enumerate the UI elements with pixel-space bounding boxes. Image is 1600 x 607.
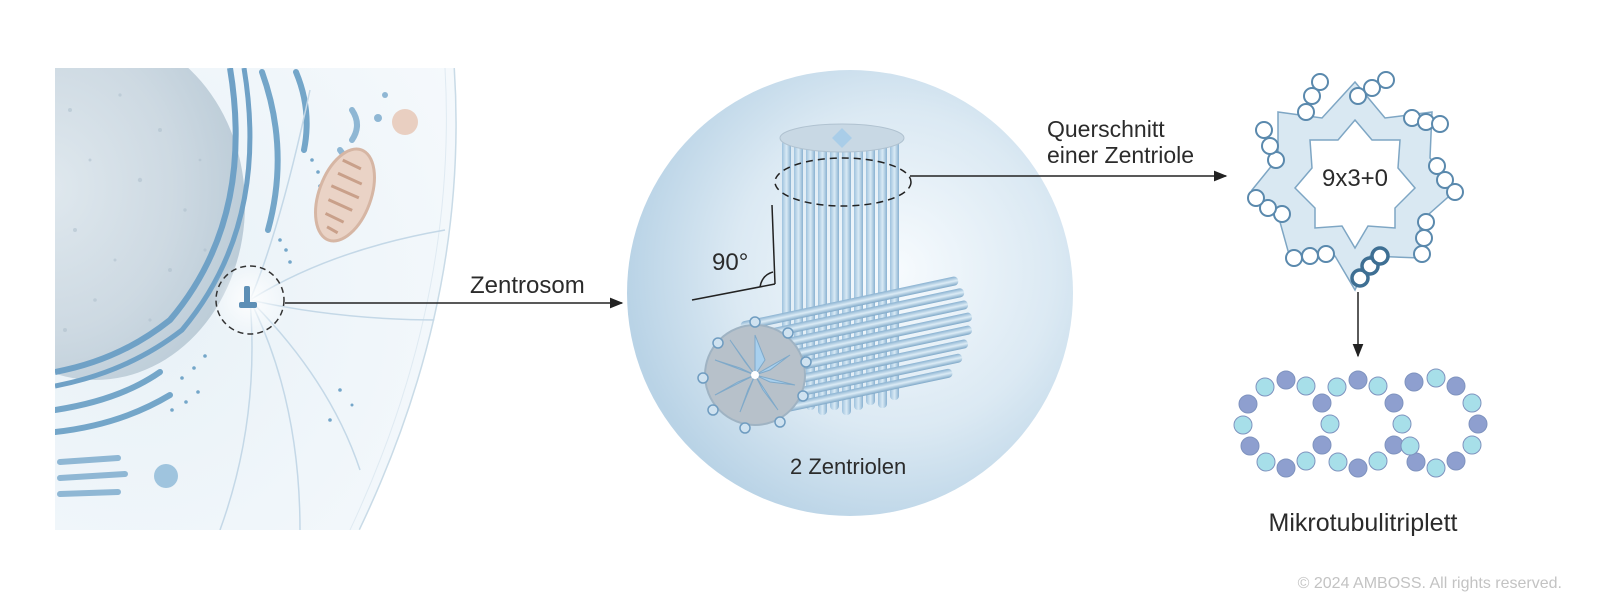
centriole-pair-icon: 90° 2 Zentriolen	[627, 70, 1073, 516]
nucleus	[55, 68, 253, 389]
querschnitt-label-line2: einer Zentriole	[1047, 142, 1194, 168]
centrosome-icon	[210, 260, 290, 340]
formula-label: 9x3+0	[1322, 165, 1388, 192]
querschnitt-label-line1: Querschnitt	[1047, 116, 1165, 142]
mitochondrion-icon	[314, 147, 376, 243]
angle-label: 90°	[712, 249, 748, 276]
zentrosom-label: Zentrosom	[470, 272, 585, 299]
vesicle	[154, 464, 178, 488]
mikrotubuli-label: Mikrotubulitriplett	[1269, 509, 1458, 537]
horizontal-centriole	[697, 276, 972, 434]
zentriolen-label: 2 Zentriolen	[790, 454, 906, 479]
centriole-cross-section: 9x3+0	[1247, 71, 1464, 292]
microtubule-triplet	[1233, 368, 1488, 478]
right-angle-marker	[691, 204, 776, 301]
vesicle	[392, 109, 418, 135]
cell-illustration	[55, 68, 457, 530]
copyright-notice: © 2024 AMBOSS. All rights reserved.	[1297, 575, 1562, 592]
